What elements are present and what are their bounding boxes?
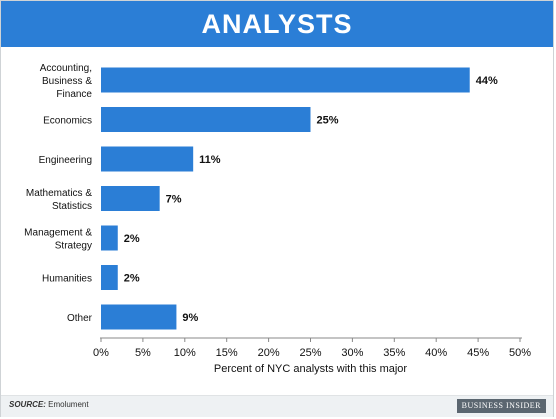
category-label: Humanities xyxy=(42,274,92,285)
bar xyxy=(101,265,118,290)
x-tick-label: 0% xyxy=(93,347,109,359)
category-label-line: Mathematics & xyxy=(26,188,92,199)
data-label: 11% xyxy=(199,154,221,166)
bar xyxy=(101,304,177,330)
footer-bar: SOURCE: Emolument BUSINESS INSIDER xyxy=(1,395,553,417)
category-label-line: Strategy xyxy=(55,241,92,252)
category-label: Other xyxy=(67,313,93,324)
x-tick-label: 15% xyxy=(216,347,238,359)
x-tick-label: 45% xyxy=(467,347,489,359)
source-note: SOURCE: Emolument xyxy=(9,400,89,409)
source-text: Emolument xyxy=(48,400,89,409)
x-tick-label: 10% xyxy=(174,347,196,359)
category-label: Accounting, Business & Finance xyxy=(40,63,93,100)
category-label-line: Engineering xyxy=(39,155,92,166)
x-axis-title: Percent of NYC analysts with this major xyxy=(214,363,408,375)
category-label: Mathematics & Statistics xyxy=(26,188,92,212)
x-tick-label: 20% xyxy=(258,347,280,359)
category-label-line: Management & xyxy=(24,228,92,239)
category-label-line: Business & xyxy=(42,76,92,87)
bar xyxy=(101,225,118,251)
bar-chart: 44% Accounting, Business & Finance 25% Econom… xyxy=(24,63,531,375)
data-label: 44% xyxy=(476,75,498,87)
category-label: Management & Strategy xyxy=(24,228,92,252)
x-tick-label: 30% xyxy=(341,347,363,359)
data-label: 25% xyxy=(317,115,339,127)
category-label-line: Accounting, xyxy=(40,63,92,74)
brand-logo: BUSINESS INSIDER xyxy=(456,399,546,413)
data-label: 2% xyxy=(124,233,140,245)
x-tick-label: 40% xyxy=(425,347,447,359)
category-label-line: Statistics xyxy=(52,201,92,212)
data-label: 9% xyxy=(182,312,198,324)
category-label-line: Other xyxy=(67,313,93,324)
bar xyxy=(101,67,470,93)
x-tick-label: 35% xyxy=(383,347,405,359)
chart-title: ANALYSTS xyxy=(201,9,353,39)
category-label: Engineering xyxy=(39,155,92,166)
bar xyxy=(101,146,194,172)
data-label: 2% xyxy=(124,273,140,285)
category-label-line: Finance xyxy=(56,89,92,100)
source-label: SOURCE: xyxy=(9,400,46,409)
title-banner: ANALYSTS xyxy=(1,1,553,47)
category-label-line: Economics xyxy=(43,116,92,127)
x-tick-label: 50% xyxy=(509,347,531,359)
bar xyxy=(101,186,160,211)
x-tick-label: 5% xyxy=(135,347,151,359)
category-label: Economics xyxy=(43,116,92,127)
x-tick-label: 25% xyxy=(299,347,321,359)
category-label-line: Humanities xyxy=(42,274,92,285)
bar xyxy=(101,107,311,132)
data-label: 7% xyxy=(166,194,182,206)
